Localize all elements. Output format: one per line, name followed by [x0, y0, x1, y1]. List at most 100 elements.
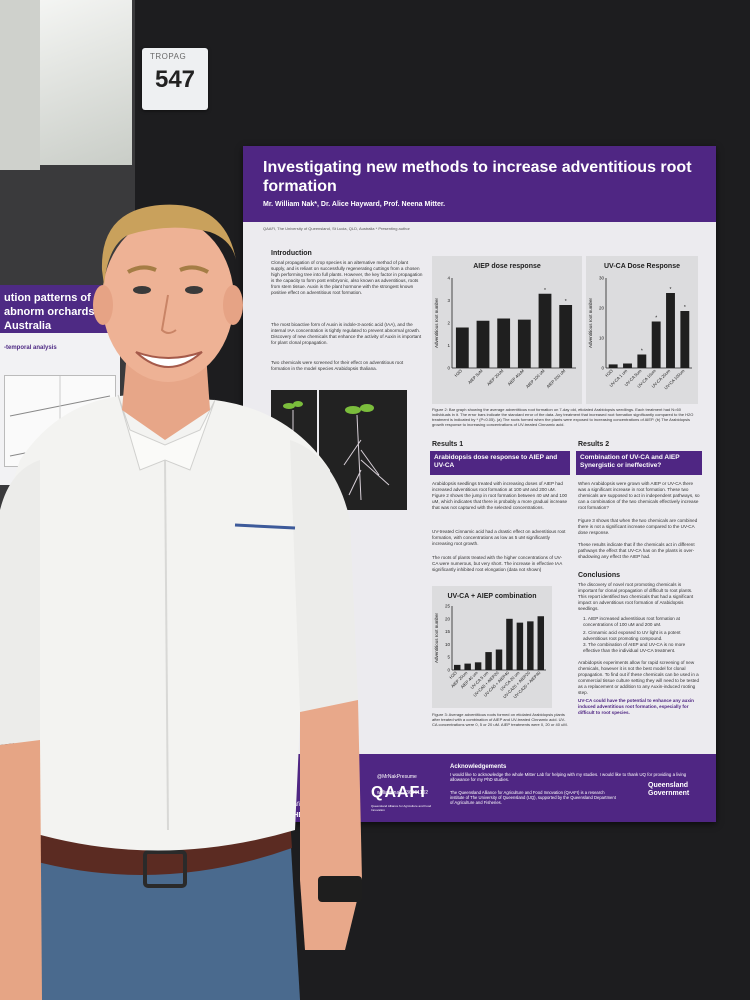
chart-2-xtick-0: H2O	[448, 670, 458, 680]
intro-paragraph-1: Clonal propagation of crop species is an…	[271, 260, 423, 295]
poster-title: Investigating new methods to increase ad…	[263, 159, 692, 195]
chart-0-ytick-1: 1	[447, 343, 450, 348]
poster-authors: Mr. William Nak*, Dr. Alice Hayward, Pro…	[263, 201, 446, 208]
chart-2-ytick-3: 15	[445, 629, 451, 634]
chart-2-bar-5	[506, 618, 513, 670]
chart-0-ytick-0: 0	[447, 366, 450, 371]
chart-0-xtick-0: H2O	[453, 368, 463, 378]
chart-1-bar-1	[623, 363, 632, 368]
conclusions-item-1: 1. AIEP increased adventitious root form…	[583, 616, 680, 627]
chart-2-bar-1	[464, 663, 471, 670]
chart-0-xtick-2: AIEP 20uM	[486, 368, 505, 387]
footer-twitter: @MrNakPresume	[377, 774, 417, 780]
left-panel	[0, 0, 40, 170]
intro-heading: Introduction	[271, 250, 312, 257]
chart-uvca-svg: UV-CA Dose Response Adventitious root num…	[588, 263, 692, 390]
chart-2-bar-2	[474, 662, 482, 670]
chart-2-bar-6	[516, 622, 524, 670]
results-1-text-2: UV-treated Cinnamic acid had a drastic e…	[432, 529, 566, 546]
chart-0-xtick-1: AIEP 5uM	[467, 368, 484, 385]
chart-1-bar-5	[680, 311, 690, 368]
results-1-heading: Results 1	[432, 441, 464, 448]
figure-2-caption: Figure 2: Bar graph showing the average …	[432, 407, 694, 427]
chart-1-sig-2: *	[641, 349, 643, 355]
qaafi-logo: QAAFI	[371, 784, 426, 801]
chart-2-ytick-5: 25	[445, 604, 451, 609]
chart-0-bar-1	[476, 320, 490, 368]
results-2-text-2: Figure 3 shows that when the two chemica…	[578, 518, 698, 535]
results-1-text: Arabidopsis seedlings treated with incre…	[432, 481, 568, 510]
queensland-government-logo: Queensland Government	[648, 782, 689, 798]
chart-aiep-dose: AIEP dose response Adventitious root numb…	[432, 256, 582, 404]
chart-2-bar-4	[495, 649, 503, 670]
conclusions-bold: UV-CA could have the potential to enhanc…	[578, 698, 694, 715]
qld-logo-top: Queensland	[648, 782, 689, 789]
intro-paragraph-2: The most bioactive form of Auxin is indo…	[271, 322, 422, 345]
footer-email: .au	[331, 774, 338, 780]
chart-2-title: UV-CA + AIEP combination	[447, 593, 536, 600]
chart-2-bar-8	[537, 616, 545, 670]
chart-2-ytick-4: 20	[445, 616, 451, 621]
chart-0-ylabel: Adventitious root number	[434, 297, 439, 348]
chart-uvca-dose: UV-CA Dose Response Adventitious root num…	[586, 256, 698, 404]
booth-number-tag: TROPAG 547	[142, 48, 208, 110]
chart-1-sig-5: *	[684, 305, 686, 311]
chart-combination: UV-CA + AIEP combination Adventitious roo…	[432, 586, 552, 708]
chart-1-ytick-1: 10	[599, 336, 605, 341]
conclusions-heading: Conclusions	[578, 572, 621, 579]
chart-2-bar-3	[485, 652, 492, 670]
chart-1-ytick-3: 30	[599, 276, 605, 281]
results-2-heading: Results 2	[578, 441, 610, 448]
chart-0-ytick-2: 2	[447, 321, 450, 326]
chart-2-bar-7	[527, 621, 534, 670]
qaafi-description: The Queensland Alliance for Agriculture …	[450, 790, 616, 805]
poster-header: Investigating new methods to increase ad…	[243, 146, 716, 222]
chart-1-bar-2	[637, 354, 647, 368]
qld-logo-bottom: Government	[648, 790, 690, 797]
chart-1-sig-4: *	[670, 287, 672, 293]
poster-footer: .au @MrNakPresume william-nak-336361102 …	[243, 754, 716, 822]
chart-2-ytick-1: 5	[447, 655, 450, 660]
ack-heading: Acknowledgements	[450, 764, 507, 770]
research-poster: Investigating new methods to increase ad…	[243, 146, 716, 822]
intro-paragraph-3: Two chemicals were screened for their ef…	[271, 360, 404, 371]
chart-1-ytick-0: 0	[601, 366, 604, 371]
chart-0-bar-5	[559, 305, 573, 368]
tag-brand: TROPAG	[150, 52, 187, 61]
seedling-photo-a	[271, 390, 317, 466]
chart-0-bar-3	[517, 319, 531, 368]
chart-0-ytick-4: 4	[447, 276, 450, 281]
left-poster: ution patterns of abnorm orchards in Aus…	[0, 285, 120, 485]
qaafi-subtitle: Queensland Alliance for Agriculture and …	[371, 804, 432, 812]
chart-2-ylabel: Adventitious root number	[434, 612, 439, 663]
seedling-photo-b	[319, 390, 407, 510]
chart-1-xtick-0: H2O	[604, 368, 614, 378]
chart-combination-svg: UV-CA + AIEP combination Adventitious roo…	[434, 593, 546, 699]
chart-1-bar-4	[666, 293, 675, 368]
chart-0-xtick-3: AIEP 40uM	[507, 368, 526, 387]
uq-logo-text: THE OF QU	[289, 812, 328, 819]
chart-0-ytick-3: 3	[447, 298, 450, 303]
chart-aiep-svg: AIEP dose response Adventitious root numb…	[434, 263, 576, 389]
results-2-text-3: These results indicate that if the chemi…	[578, 542, 695, 559]
tag-number: 547	[154, 66, 196, 93]
results-2-box: Combination of UV-CA and AIEP Synergisti…	[576, 451, 702, 475]
ack-text: I would like to acknowledge the whole Mi…	[450, 772, 687, 782]
chart-0-bar-0	[455, 327, 469, 368]
chart-1-bar-3	[651, 321, 661, 368]
chart-0-xtick-5: AIEP 200 uM	[545, 368, 566, 389]
left-poster-header: ution patterns of abnorm orchards in Aus…	[0, 285, 120, 333]
chart-0-bar-4	[538, 293, 552, 368]
chart-0-title: AIEP dose response	[473, 263, 541, 270]
chart-1-ylabel: Adventitious root number	[588, 297, 593, 348]
chart-2-bar-0	[453, 664, 461, 670]
conclusions-item-2: 2. Cinnamic acid exposed to UV light is …	[583, 630, 681, 641]
left-poster-graph-lines	[9, 376, 111, 466]
conclusions-text: The discovery of novel root promoting ch…	[578, 582, 694, 611]
footer-website: qaafi.uq	[287, 802, 309, 808]
left-poster-title: ution patterns of abnorm orchards in Aus…	[4, 292, 108, 332]
chart-2-ytick-2: 10	[445, 642, 451, 647]
results-1-box: Arabidopsis dose response to AIEP and UV…	[430, 451, 570, 475]
footer-linkedin: william-nak-336361102	[377, 790, 429, 796]
